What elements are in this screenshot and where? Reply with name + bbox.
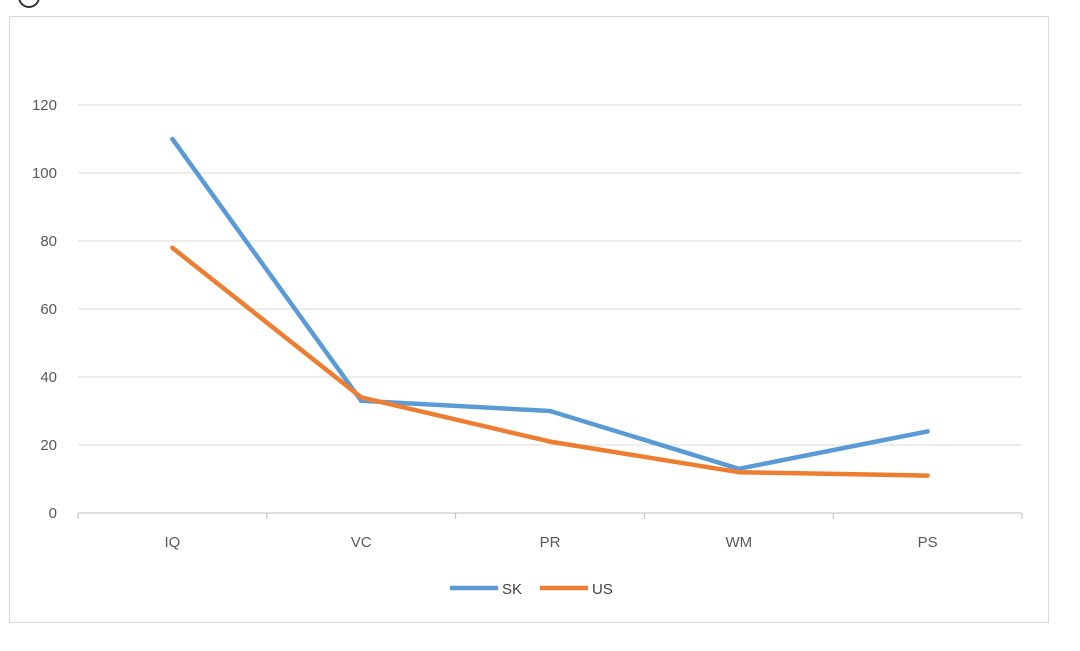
y-tick-label: 80 — [40, 233, 57, 250]
chart-frame — [9, 16, 1049, 623]
y-tick-label: 40 — [40, 369, 57, 386]
legend-label-us: US — [592, 581, 613, 598]
legend: SK US — [450, 581, 613, 598]
y-tick-labels: 0 20 40 60 80 100 120 — [32, 97, 57, 522]
gridlines — [78, 104, 1022, 446]
x-tick-label: PS — [918, 534, 938, 551]
x-tick-label: VC — [351, 534, 372, 551]
x-tick-label: PR — [540, 534, 561, 551]
x-tick-labels: IQ VC PR WM PS — [164, 534, 937, 551]
y-tick-label: 20 — [40, 437, 57, 454]
series-lines — [170, 136, 930, 478]
series-line-us — [170, 245, 930, 478]
series-line-sk — [170, 136, 930, 472]
y-tick-label: 120 — [32, 97, 57, 114]
x-axis — [77, 512, 1023, 519]
x-tick-label: WM — [725, 534, 752, 551]
y-tick-label: 0 — [49, 505, 57, 522]
y-tick-label: 60 — [40, 301, 57, 318]
y-tick-label: 100 — [32, 165, 57, 182]
legend-label-sk: SK — [502, 581, 522, 598]
x-tick-label: IQ — [164, 534, 180, 551]
